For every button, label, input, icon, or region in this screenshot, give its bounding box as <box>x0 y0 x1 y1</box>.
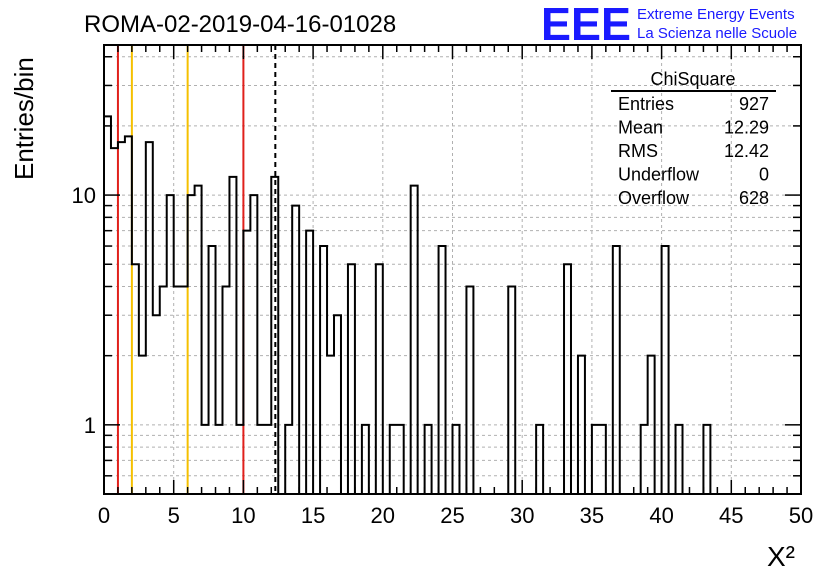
x-tick-label: 0 <box>98 503 110 528</box>
histogram-bin <box>564 264 571 494</box>
histogram-bin <box>243 231 250 494</box>
stats-row-value: 12.29 <box>724 118 769 138</box>
stats-row-label: RMS <box>618 141 658 161</box>
chart-title: ROMA-02-2019-04-16-01028 <box>84 11 396 38</box>
stats-row-value: 927 <box>739 94 769 114</box>
histogram-bin <box>167 195 174 494</box>
histogram-bin <box>209 246 216 494</box>
histogram-bin <box>348 264 355 494</box>
histogram-bin <box>250 195 257 494</box>
logo-mark: EEE <box>541 0 631 50</box>
stats-title: ChiSquare <box>650 69 735 89</box>
x-tick-label: 50 <box>789 503 813 528</box>
stats-row-label: Mean <box>618 118 663 138</box>
histogram-bin <box>222 287 229 494</box>
x-tick-label: 20 <box>371 503 395 528</box>
histogram-bin <box>466 287 473 494</box>
y-tick-label: 1 <box>84 413 96 438</box>
stats-row-value: 628 <box>739 188 769 208</box>
histogram-bin <box>188 195 195 494</box>
x-tick-label: 10 <box>231 503 255 528</box>
histogram-bars <box>104 115 801 495</box>
histogram-bin <box>111 148 118 494</box>
x-tick-label: 30 <box>510 503 534 528</box>
axis-ticks: 0 5 10 15 20 25 30 35 40 45 50 1 10 <box>72 45 813 528</box>
histogram-bin <box>306 231 313 494</box>
x-tick-label: 25 <box>440 503 464 528</box>
x-tick-label: 45 <box>719 503 743 528</box>
histogram-bin <box>334 315 341 494</box>
stats-row-label: Underflow <box>618 165 700 185</box>
histogram-bin <box>508 287 515 494</box>
histogram-bin <box>439 246 446 494</box>
x-tick-label: 35 <box>580 503 604 528</box>
stats-rows: Entries 927 Mean 12.29 RMS 12.42 Underflow 0 Ove… <box>618 94 769 208</box>
stats-row-value: 0 <box>759 165 769 185</box>
x-tick-label: 40 <box>649 503 673 528</box>
histogram-bin <box>320 246 327 494</box>
histogram-bin <box>132 264 139 494</box>
histogram-bin <box>181 287 188 494</box>
histogram-bin <box>160 287 167 494</box>
histogram-bin <box>153 315 160 494</box>
reference-lines <box>116 45 277 494</box>
x-tick-label: 5 <box>168 503 180 528</box>
stats-box: ChiSquare Entries 927 Mean 12.29 RMS 12.42 Und… <box>611 69 776 208</box>
x-tick-label: 15 <box>301 503 325 528</box>
histogram-bin <box>195 186 202 494</box>
histogram-bin <box>662 246 669 494</box>
x-axis-label: X² <box>767 541 795 572</box>
histogram-bin <box>411 186 418 494</box>
histogram-bin <box>292 206 299 494</box>
logo-line2: La Scienza nelle Scuole <box>637 25 797 42</box>
histogram-bin <box>376 264 383 494</box>
y-tick-label: 10 <box>72 183 96 208</box>
y-axis-label: Entries/bin <box>9 57 39 180</box>
eee-logo: EEE Extreme Energy Events La Scienza nel… <box>541 0 797 50</box>
histogram-bin <box>229 177 236 494</box>
histogram-bin <box>613 246 620 494</box>
histogram-outline <box>104 115 801 495</box>
stats-row-label: Entries <box>618 94 674 114</box>
stats-row-value: 12.42 <box>724 141 769 161</box>
histogram-bin <box>174 287 181 494</box>
stats-row-label: Overflow <box>618 188 690 208</box>
histogram-bin <box>104 116 111 494</box>
logo-line1: Extreme Energy Events <box>637 6 795 23</box>
